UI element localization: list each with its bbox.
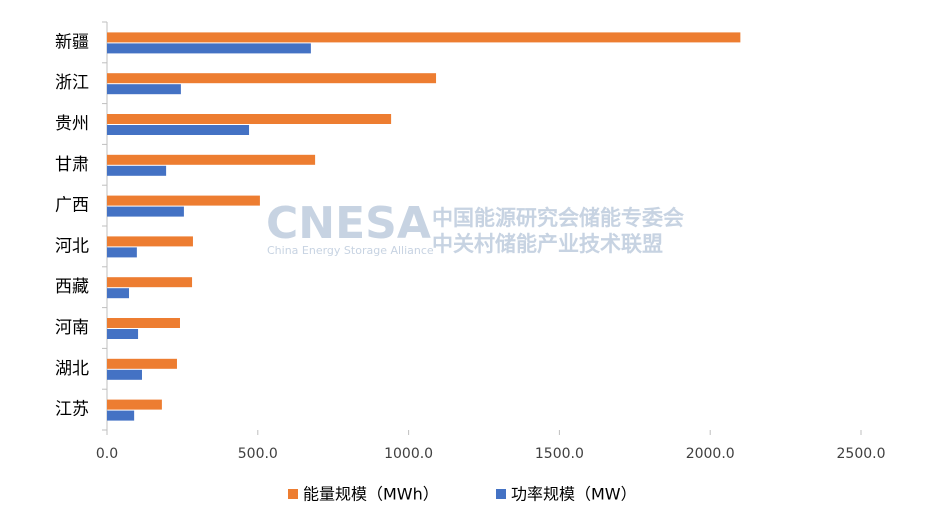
bar — [107, 318, 180, 328]
watermark-line: 中关村储能产业技术联盟 — [432, 232, 663, 256]
legend-label: 功率规模（MW） — [511, 485, 637, 504]
y-tick-label: 河北 — [55, 236, 89, 256]
bar — [107, 154, 316, 165]
x-tick-label: 1000.0 — [384, 446, 433, 462]
y-tick-label: 贵州 — [55, 114, 89, 134]
y-tick-label: 新疆 — [55, 32, 89, 52]
bar — [107, 247, 137, 258]
bar — [107, 114, 392, 124]
bar — [107, 236, 193, 247]
bar — [107, 277, 193, 288]
bar — [107, 73, 437, 84]
y-tick-label: 甘肃 — [55, 155, 89, 175]
bar — [107, 195, 260, 206]
bar — [107, 43, 311, 54]
bar — [107, 399, 162, 410]
bar — [107, 329, 139, 339]
legend-swatch — [288, 489, 298, 499]
legend-label: 能量规模（MWh） — [303, 485, 439, 504]
watermark: CNESA China Energy Storage Alliance 中国能源… — [266, 198, 684, 257]
watermark-line: 中国能源研究会储能专委会 — [432, 206, 684, 230]
legend-swatch — [496, 489, 506, 499]
x-tick-label: 0.0 — [96, 446, 118, 462]
bar — [107, 165, 167, 176]
bar — [107, 410, 135, 421]
x-tick-label: 2000.0 — [686, 446, 735, 462]
watermark-subtitle: China Energy Storage Alliance — [267, 244, 434, 257]
bar — [107, 125, 250, 135]
bar — [107, 206, 184, 217]
bar — [107, 358, 177, 369]
bar — [107, 369, 142, 380]
bar — [107, 32, 741, 43]
y-tick-label: 江苏 — [55, 400, 89, 420]
y-tick-label: 西藏 — [55, 277, 89, 297]
y-tick-label: 湖北 — [55, 359, 89, 379]
y-tick-label: 河南 — [55, 318, 89, 338]
x-tick-label: 2500.0 — [837, 446, 886, 462]
bar — [107, 288, 130, 299]
watermark-logo: CNESA — [266, 198, 431, 249]
x-tick-label: 1500.0 — [535, 446, 584, 462]
y-tick-label: 广西 — [55, 196, 89, 216]
y-tick-label: 浙江 — [55, 73, 89, 93]
x-tick-label: 500.0 — [238, 446, 278, 462]
bar — [107, 84, 181, 95]
